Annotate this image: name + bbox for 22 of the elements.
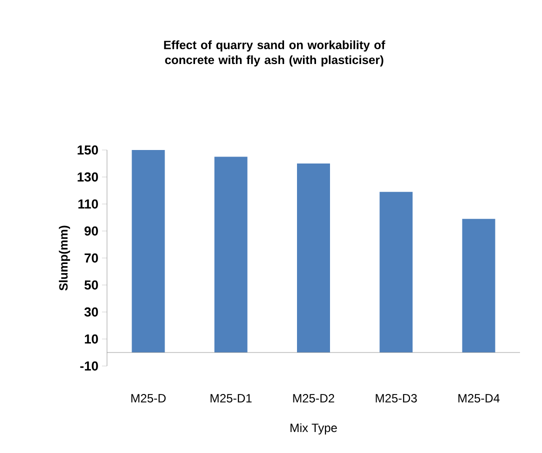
y-tick-label: 90 bbox=[84, 226, 98, 236]
y-tick-label: 110 bbox=[78, 199, 98, 209]
y-tick-label: 10 bbox=[84, 334, 98, 344]
y-axis-title: Slump(mm) bbox=[58, 226, 70, 291]
x-tick-label: M25-D bbox=[131, 394, 166, 402]
bar bbox=[214, 156, 248, 352]
y-tick-label: 150 bbox=[78, 145, 98, 155]
x-tick-label: M25-D3 bbox=[376, 394, 417, 402]
bar bbox=[380, 192, 413, 352]
y-tick-label: 70 bbox=[84, 253, 98, 263]
x-tick-label: M25-D1 bbox=[210, 394, 252, 402]
x-axis-title: Mix Type bbox=[290, 423, 337, 434]
y-tick-label: -10 bbox=[80, 361, 98, 371]
x-tick-label: M25-D4 bbox=[458, 394, 500, 402]
bar bbox=[297, 164, 330, 352]
y-tick-label: 130 bbox=[78, 172, 98, 182]
x-tick-label: M25-D2 bbox=[293, 394, 334, 402]
chart-title: Effect of quarry sand on workability of concrete with fly ash (with plasticiser) bbox=[164, 40, 386, 67]
bar bbox=[462, 218, 496, 352]
bar bbox=[132, 150, 165, 352]
y-tick-label: 50 bbox=[84, 280, 98, 290]
y-tick-label: 30 bbox=[84, 307, 98, 317]
